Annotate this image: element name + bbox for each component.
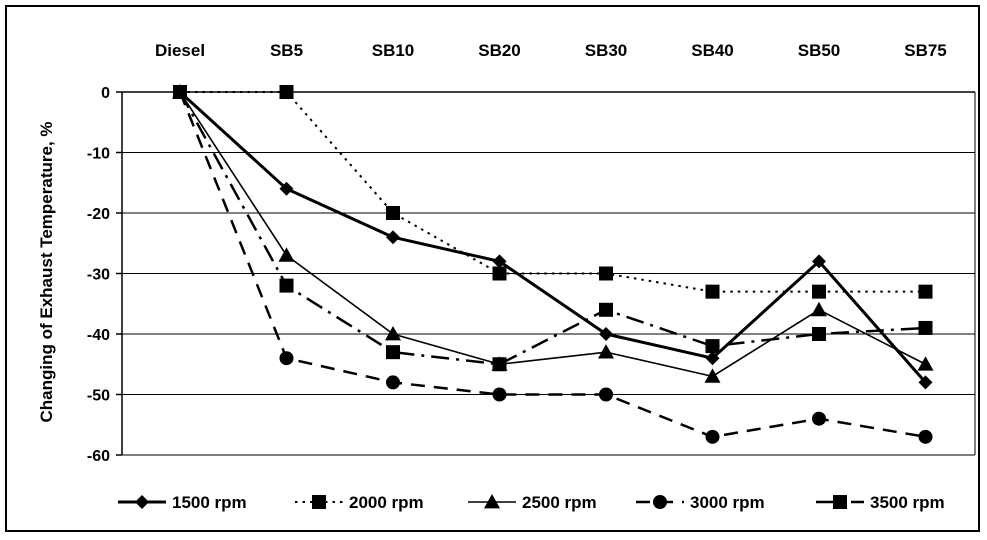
series-line (180, 91, 926, 293)
legend-item: 1500 rpm (118, 493, 247, 512)
series-1500-rpm (173, 85, 933, 390)
diamond-marker (705, 351, 720, 366)
square-marker (279, 85, 294, 99)
diamond-marker (135, 495, 149, 509)
series-3000-rpm (173, 85, 933, 444)
legend: 1500 rpm 2000 rpm 2500 rpm 3000 rpm 3500 rpm (118, 493, 945, 512)
series-line (178, 91, 926, 366)
category-label: SB75 (904, 41, 947, 60)
category-label: SB10 (372, 41, 415, 60)
legend-label: 2500 rpm (522, 493, 597, 512)
triangle-marker (811, 301, 827, 317)
y-axis-title: Changing of Exhaust Temperature, % (37, 121, 56, 422)
triangle-marker (598, 344, 614, 359)
triangle-marker (385, 326, 401, 341)
y-tick-label: -30 (87, 267, 110, 284)
y-tick-label: 0 (101, 85, 110, 102)
circle-marker (812, 411, 826, 426)
y-tick-label: -20 (87, 206, 110, 223)
legend-item: 2500 rpm (468, 493, 597, 512)
square-marker (279, 278, 294, 293)
legend-item: 3000 rpm (636, 493, 765, 512)
circle-marker (705, 429, 720, 444)
square-marker (492, 357, 507, 372)
square-marker (312, 495, 326, 509)
square-marker (918, 320, 933, 335)
circle-marker (279, 351, 294, 366)
category-label: SB5 (270, 41, 303, 60)
circle-marker (653, 495, 667, 509)
data-series (172, 84, 934, 444)
category-labels: Diesel SB5 SB10 SB20 SB30 SB40 SB50 SB75 (155, 41, 947, 60)
legend-label: 3000 rpm (690, 493, 765, 512)
square-marker (918, 284, 933, 299)
legend-label: 1500 rpm (172, 493, 247, 512)
series-line (179, 91, 926, 378)
diamond-marker (492, 254, 507, 269)
circle-marker (918, 429, 933, 444)
category-label: SB30 (585, 41, 628, 60)
y-tick-label: -10 (87, 146, 110, 163)
square-marker (386, 345, 400, 360)
diamond-marker (918, 375, 933, 390)
category-label: SB40 (691, 41, 734, 60)
triangle-marker (917, 356, 934, 371)
square-marker (833, 495, 847, 509)
square-marker (705, 339, 720, 354)
series-line (178, 90, 927, 384)
square-marker (386, 206, 400, 220)
y-tick-label: -50 (87, 388, 110, 405)
square-marker (492, 266, 507, 281)
square-marker (173, 85, 187, 99)
legend-label: 2000 rpm (349, 493, 424, 512)
category-label: SB50 (798, 41, 841, 60)
triangle-marker (278, 247, 295, 262)
legend-item: 2000 rpm (295, 493, 424, 512)
series-3500-rpm (173, 85, 933, 372)
square-marker (812, 284, 826, 299)
category-label: SB20 (478, 41, 521, 60)
circle-marker (386, 375, 400, 390)
series-2500-rpm (172, 84, 934, 383)
category-label: Diesel (155, 41, 205, 60)
y-tick-label: -60 (87, 448, 110, 465)
circle-marker (599, 387, 613, 402)
diamond-marker (279, 181, 294, 196)
legend-item: 3500 rpm (816, 493, 945, 512)
square-marker (812, 327, 826, 341)
triangle-marker (704, 368, 721, 383)
diamond-marker (386, 230, 400, 245)
circle-marker (492, 387, 507, 402)
series-line (178, 91, 926, 439)
y-tick-label: -40 (87, 327, 110, 344)
square-marker (705, 284, 720, 299)
diamond-marker (812, 254, 826, 269)
y-tick-labels: 0 -10 -20 -30 -40 -50 -60 (87, 85, 110, 465)
square-marker (599, 302, 613, 317)
square-marker (599, 266, 613, 281)
legend-label: 3500 rpm (870, 493, 945, 512)
diamond-marker (599, 327, 613, 341)
triangle-marker (484, 494, 500, 509)
